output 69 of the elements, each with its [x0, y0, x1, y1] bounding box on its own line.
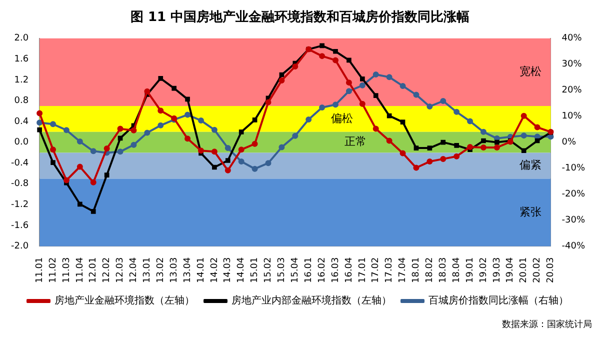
x-tick-label: 19.03: [492, 257, 502, 283]
x-tick-label: 15.01: [250, 257, 260, 283]
x-tick-label: 13.01: [142, 257, 153, 283]
band-label: 紧张: [520, 205, 542, 218]
x-tick-label: 19.02: [478, 257, 489, 283]
y-tick-label: 1.6: [14, 54, 29, 65]
x-tick-label: 14.03: [223, 257, 234, 283]
x-tick-label: 13.04: [182, 256, 193, 283]
y2-tick-label: 0%: [562, 138, 576, 148]
band-label: 偏紧: [520, 158, 542, 172]
x-tick-label: 18.01: [412, 257, 422, 283]
x-tick-label: 14.01: [196, 257, 206, 283]
legend-label: 房地产业金融环境指数（左轴）: [54, 294, 194, 307]
x-tick-label: 15.03: [277, 257, 288, 283]
x-tick-label: 20.02: [532, 257, 543, 283]
x-tick-label: 19.01: [465, 257, 476, 283]
y-tick-label: 0.8: [14, 96, 29, 106]
y-tick-label: 1.2: [14, 75, 29, 86]
band-label: 宽松: [520, 65, 542, 78]
band-label: 偏松: [331, 112, 354, 125]
x-tick-label: 15.04: [290, 256, 300, 283]
x-tick-label: 14.04: [236, 256, 247, 283]
x-tick-label: 18.02: [425, 257, 436, 283]
x-tick-label: 17.02: [371, 257, 382, 283]
y-tick-label: -1.2: [11, 200, 29, 210]
x-tick-label: 16.02: [317, 257, 328, 283]
y2-tick-label: -20%: [562, 190, 586, 200]
y-tick-label: 0.4: [14, 116, 29, 127]
legend-label: 房地产业内部金融环境指数（左轴）: [232, 294, 392, 307]
x-tick-label: 17.04: [398, 256, 408, 283]
y-tick-label: -0.4: [11, 158, 29, 168]
x-tick-label: 14.02: [210, 257, 220, 283]
y2-tick-label: -10%: [562, 164, 586, 174]
y2-tick-label: 20%: [562, 86, 582, 96]
y2-tick-label: 40%: [562, 34, 582, 44]
x-tick-label: 17.03: [384, 257, 395, 283]
x-tick-label: 13.03: [169, 257, 180, 283]
x-tick-label: 16.01: [304, 257, 314, 283]
x-tick-label: 18.03: [438, 257, 448, 283]
x-tick-label: 11.01: [34, 257, 45, 283]
y-tick-label: -2.0: [11, 242, 29, 252]
x-tick-label: 16.03: [330, 257, 341, 283]
x-tick-label: 17.01: [358, 257, 368, 283]
chart-title: 图 11 中国房地产业金融环境指数和百城房价指数同比涨幅: [129, 8, 471, 27]
x-tick-label: 11.03: [62, 257, 72, 283]
x-tick-label: 19.04: [506, 256, 516, 283]
x-tick-label: 15.02: [264, 257, 274, 283]
y-tick-label: 2.0: [14, 34, 29, 44]
y2-tick-label: -40%: [562, 242, 586, 252]
y-tick-label: -1.6: [11, 220, 29, 231]
x-tick-label: 12.02: [102, 257, 112, 283]
x-tick-label: 18.04: [452, 256, 462, 283]
y2-tick-label: 10%: [562, 112, 582, 122]
x-tick-label: 11.02: [48, 257, 58, 283]
x-tick-label: 20.03: [546, 257, 556, 283]
x-tick-label: 11.04: [75, 256, 86, 283]
y-tick-label: -0.8: [11, 179, 29, 190]
x-tick-label: 16.04: [344, 256, 354, 283]
legend-label: 百城房价指数同比涨幅（右轴）: [428, 294, 568, 307]
source-note: 数据来源：国家统计局: [501, 318, 592, 331]
y2-tick-label: -30%: [562, 216, 586, 226]
x-tick-label: 13.02: [156, 257, 166, 283]
y-tick-label: 0.0: [14, 138, 29, 148]
x-tick-label: 20.01: [519, 257, 530, 283]
x-tick-label: 12.01: [88, 257, 99, 283]
y2-tick-label: 30%: [562, 60, 582, 70]
x-tick-label: 12.03: [116, 257, 126, 283]
band-label: 正常: [344, 135, 367, 148]
x-tick-label: 12.04: [129, 256, 140, 283]
